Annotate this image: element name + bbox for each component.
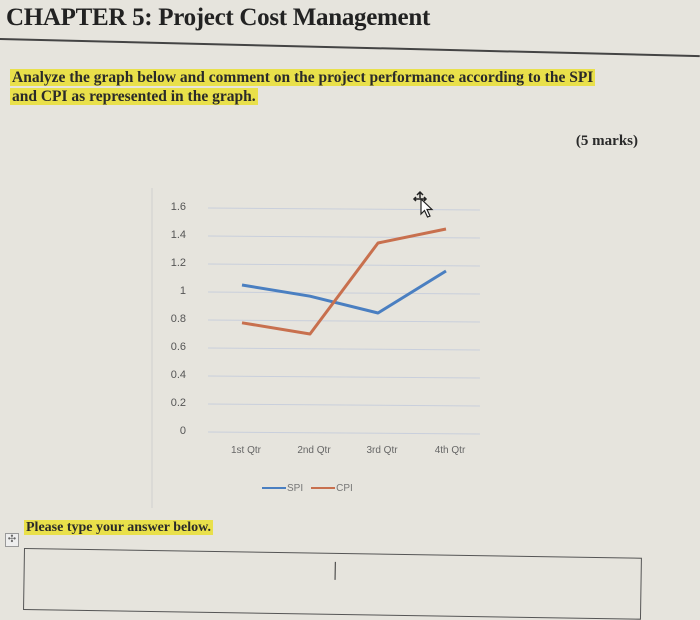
chapter-title: CHAPTER 5: Project Cost Management [6, 4, 430, 31]
y-tick-label: 1.6 [170, 201, 186, 213]
y-tick-label: 0 [179, 425, 186, 437]
x-tick-label: 2nd Qtr [297, 445, 331, 456]
y-tick-label: 0.6 [170, 341, 186, 353]
answer-input-box[interactable] [23, 548, 642, 620]
y-tick-label: 0.4 [170, 369, 186, 381]
answer-label: Please type your answer below. [24, 520, 213, 535]
series-line-cpi [241, 227, 447, 336]
title-divider [0, 38, 700, 58]
x-tick-label: 4th Qtr [434, 445, 466, 456]
spi-cpi-line-chart[interactable]: 1.6 1.4 1.2 1 0.8 0.6 0.4 0.2 0 1st Qtr 2nd Qtr 3r… [150, 188, 490, 508]
y-tick-label: 1 [179, 285, 186, 297]
question-prompt: Analyze the graph below and comment on t… [10, 68, 670, 106]
y-tick-label: 0.2 [170, 397, 186, 409]
x-tick-label: 3rd Qtr [366, 445, 398, 456]
table-move-handle-icon[interactable]: ✣ [5, 533, 19, 547]
legend-cpi: CPI [311, 483, 353, 494]
chart-plot-area [151, 188, 481, 508]
move-arrow-cursor-icon [412, 190, 434, 218]
y-tick-label: 1.4 [170, 229, 186, 241]
series-line-spi [241, 269, 447, 315]
chart-legend: SPI CPI [262, 483, 353, 494]
y-tick-label: 0.8 [170, 313, 186, 325]
legend-spi: SPI [262, 483, 303, 494]
prompt-line-2: and CPI as represented in the graph. [10, 88, 258, 105]
y-tick-label: 1.2 [170, 257, 186, 269]
text-caret [334, 561, 336, 580]
prompt-line-1: Analyze the graph below and comment on t… [10, 69, 596, 86]
marks-label: (5 marks) [575, 133, 638, 149]
x-tick-label: 1st Qtr [230, 445, 261, 456]
